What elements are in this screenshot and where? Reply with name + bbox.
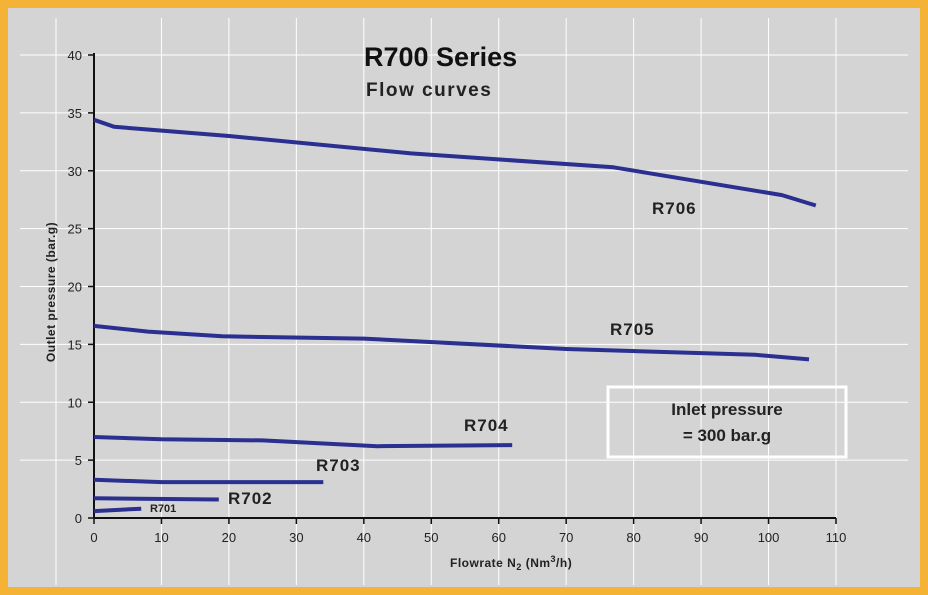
x-tick-label: 30 xyxy=(289,530,303,545)
x-axis-title-unit-suffix: /h) xyxy=(556,556,572,570)
x-tick-label: 20 xyxy=(222,530,236,545)
x-axis-title: Flowrate N2 (Nm3/h) xyxy=(450,554,572,572)
axes: 0 10 20 30 40 50 60 70 80 90 100 110 0 5 10 15 20 25 30 35 4… xyxy=(68,48,847,545)
series-label-r701: R701 xyxy=(150,503,176,515)
x-tick-label: 0 xyxy=(90,530,97,545)
series-label-r706: R706 xyxy=(652,199,697,218)
series-label-r704: R704 xyxy=(464,416,509,435)
y-tick-label: 20 xyxy=(68,280,82,295)
x-axis-title-unit-sup: 3 xyxy=(551,554,557,564)
series-line-r703 xyxy=(93,477,324,485)
series-labels: R706 R705 R704 R703 R702 R701 xyxy=(150,199,697,515)
x-tick-label: 70 xyxy=(559,530,573,545)
x-tick-label: 100 xyxy=(758,530,780,545)
chart-subtitle: Flow curves xyxy=(366,80,492,101)
x-axis-title-main: Flowrate N xyxy=(450,556,516,570)
series-line-r706 xyxy=(93,117,817,208)
series-label-r702: R702 xyxy=(228,489,273,508)
x-tick-label: 10 xyxy=(154,530,168,545)
x-tick-label: 50 xyxy=(424,530,438,545)
y-tick-label: 0 xyxy=(75,511,82,526)
note-line-2: = 300 bar.g xyxy=(683,426,771,445)
x-tick-label: 110 xyxy=(826,530,847,545)
x-tick-label: 60 xyxy=(491,530,505,545)
x-axis-title-unit-prefix: (Nm xyxy=(522,556,551,570)
x-tick-label: 90 xyxy=(694,530,708,545)
note-line-1: Inlet pressure xyxy=(671,400,783,419)
y-tick-label: 40 xyxy=(68,48,82,63)
note-box xyxy=(606,385,848,459)
series-label-r705: R705 xyxy=(610,320,655,339)
series-lines xyxy=(93,117,817,514)
series-label-r703: R703 xyxy=(316,456,361,475)
x-tick-label: 80 xyxy=(626,530,640,545)
x-tick-label: 40 xyxy=(357,530,371,545)
x-axis-title-subscript: 2 xyxy=(516,562,522,572)
y-tick-label: 5 xyxy=(75,453,82,468)
series-line-r705 xyxy=(93,323,810,362)
chart-title: R700 Series xyxy=(364,42,517,72)
series-line-r702 xyxy=(93,496,219,502)
y-tick-label: 10 xyxy=(68,395,82,410)
series-line-r701 xyxy=(93,506,142,514)
y-tick-label: 35 xyxy=(68,106,82,121)
inlet-pressure-note: Inlet pressure = 300 bar.g xyxy=(606,385,848,459)
series-line-r704 xyxy=(93,435,513,449)
grid xyxy=(20,18,908,585)
y-tick-label: 30 xyxy=(68,164,82,179)
y-axis-title: Outlet pressure (bar.g) xyxy=(44,222,58,362)
y-tick-label: 25 xyxy=(68,222,82,237)
y-tick-label: 15 xyxy=(68,337,82,352)
